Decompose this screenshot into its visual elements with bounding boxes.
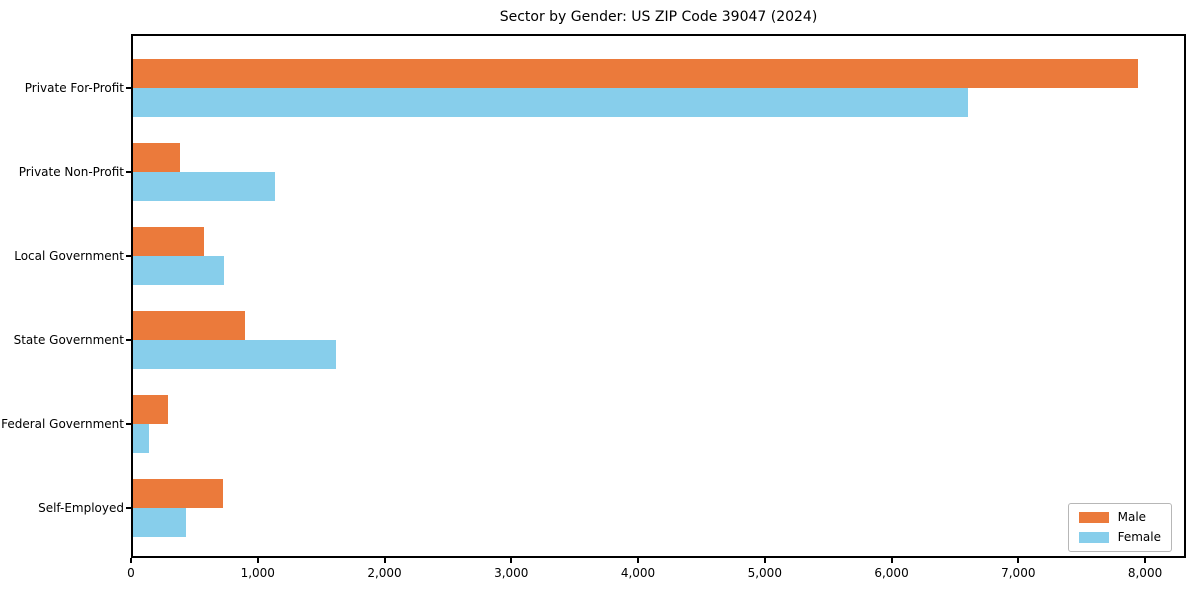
- y-tick-mark: [126, 339, 131, 341]
- y-tick-label: State Government: [13, 333, 124, 347]
- x-tick-label: 5,000: [747, 566, 782, 580]
- y-tick-mark: [126, 507, 131, 509]
- x-tick-mark: [510, 558, 513, 563]
- bar-female: [133, 424, 149, 453]
- chart-title: Sector by Gender: US ZIP Code 39047 (202…: [499, 9, 818, 25]
- legend-label-female: Female: [1117, 530, 1161, 544]
- x-tick-mark: [763, 558, 766, 563]
- x-tick-mark: [1017, 558, 1020, 563]
- y-tick-label: Federal Government: [1, 417, 124, 431]
- bar-male: [133, 395, 168, 424]
- legend-swatch-male: [1078, 512, 1109, 523]
- bar-female: [133, 508, 186, 537]
- x-tick-label: 8,000: [1127, 566, 1163, 580]
- bar-female: [133, 256, 224, 285]
- x-tick-label: 1,000: [240, 566, 275, 580]
- bar-female: [133, 340, 336, 369]
- bar-male: [133, 59, 1138, 88]
- y-tick-label: Private Non-Profit: [18, 165, 124, 179]
- bar-female: [133, 88, 968, 117]
- y-tick-mark: [126, 255, 131, 257]
- legend: Male Female: [1067, 503, 1172, 552]
- x-tick-label: 6,000: [874, 566, 909, 580]
- y-tick-mark: [126, 171, 131, 173]
- legend-entry-male: Male: [1078, 510, 1161, 524]
- y-tick-mark: [126, 423, 131, 425]
- y-tick-label: Local Government: [14, 249, 124, 263]
- x-tick-label: 2,000: [367, 566, 402, 580]
- legend-swatch-female: [1078, 532, 1109, 543]
- x-tick-mark: [383, 558, 386, 563]
- legend-label-male: Male: [1117, 510, 1147, 524]
- x-tick-mark: [256, 558, 259, 563]
- bar-male: [133, 227, 204, 256]
- x-tick-mark: [130, 558, 132, 563]
- bar-male: [133, 479, 223, 508]
- x-tick-label: 3,000: [494, 566, 529, 580]
- legend-entry-female: Female: [1078, 530, 1161, 544]
- plot-area: Male Female: [131, 34, 1186, 558]
- x-tick-label: 0: [127, 566, 135, 580]
- bar-female: [133, 172, 275, 201]
- x-tick-label: 4,000: [620, 566, 656, 580]
- x-tick-mark: [1144, 558, 1147, 563]
- y-tick-label: Private For-Profit: [24, 81, 124, 95]
- x-tick-mark: [637, 558, 640, 563]
- bar-male: [133, 143, 180, 172]
- x-tick-mark: [890, 558, 893, 563]
- bar-male: [133, 311, 245, 340]
- x-tick-label: 7,000: [1001, 566, 1036, 580]
- y-tick-label: Self-Employed: [38, 501, 124, 515]
- y-tick-mark: [126, 87, 131, 89]
